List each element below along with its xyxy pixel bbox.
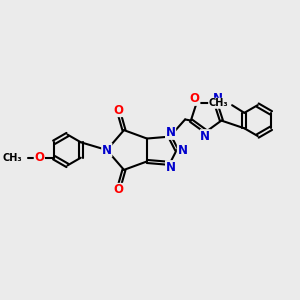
Text: O: O xyxy=(113,103,123,117)
Text: O: O xyxy=(190,92,200,105)
Text: N: N xyxy=(177,143,188,157)
Text: N: N xyxy=(212,92,223,104)
Text: CH₃: CH₃ xyxy=(209,98,228,108)
Text: CH₃: CH₃ xyxy=(2,153,22,163)
Text: O: O xyxy=(113,183,123,196)
Text: N: N xyxy=(102,143,112,157)
Text: N: N xyxy=(200,130,210,143)
Text: O: O xyxy=(34,151,44,164)
Text: N: N xyxy=(166,126,176,139)
Text: N: N xyxy=(166,161,176,174)
